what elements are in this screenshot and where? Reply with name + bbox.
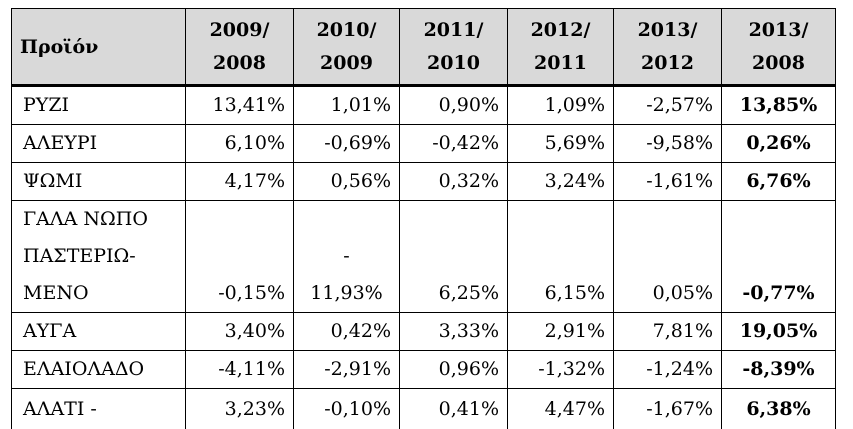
table-row: ΓΑΛΑ ΝΩΠΟ ΠΑΣΤΕΡΙΩ- ΜΕΝΟ -0,15% - 11,93%… (12, 201, 836, 313)
total-cell: 6,38% (722, 389, 836, 429)
header-period: 2012/2011 (508, 9, 614, 86)
value-cell: 3,23% (186, 389, 294, 429)
value-cell: -4,11% (186, 351, 294, 389)
header-period: 2009/2008 (186, 9, 294, 86)
value-cell: -1,67% (614, 389, 722, 429)
value-cell: 5,69% (508, 125, 614, 163)
value-cell: 0,41% (400, 389, 508, 429)
product-name: ΑΛΕΥΡΙ (12, 125, 186, 163)
value-cell: 4,47% (508, 389, 614, 429)
total-cell: 13,85% (722, 86, 836, 125)
table-row: ΨΩΜΙ 4,17% 0,56% 0,32% 3,24% -1,61% 6,76… (12, 163, 836, 201)
value-cell: -2,91% (294, 351, 400, 389)
table-row: ΑΥΓΑ 3,40% 0,42% 3,33% 2,91% 7,81% 19,05… (12, 313, 836, 351)
value-cell: -1,32% (508, 351, 614, 389)
value-cell: -0,10% (294, 389, 400, 429)
product-name: ΑΥΓΑ (12, 313, 186, 351)
total-cell: 19,05% (722, 313, 836, 351)
total-cell: 6,76% (722, 163, 836, 201)
table-row: ΑΛΕΥΡΙ 6,10% -0,69% -0,42% 5,69% -9,58% … (12, 125, 836, 163)
product-name: ΡΥΖΙ (12, 86, 186, 125)
value-cell: 0,42% (294, 313, 400, 351)
value-cell: 2,91% (508, 313, 614, 351)
header-product: Προϊόν (12, 9, 186, 86)
product-name: ΑΛΑΤΙ - (12, 389, 186, 429)
total-cell: -0,77% (722, 201, 836, 313)
value-cell: 0,56% (294, 163, 400, 201)
value-cell: 13,41% (186, 86, 294, 125)
header-period: 2013/2012 (614, 9, 722, 86)
value-cell: 3,40% (186, 313, 294, 351)
table-row: ΕΛΑΙΟΛΑΔΟ -4,11% -2,91% 0,96% -1,32% -1,… (12, 351, 836, 389)
value-cell: 6,10% (186, 125, 294, 163)
value-cell: 0,05% (614, 201, 722, 313)
value-cell: 6,25% (400, 201, 508, 313)
value-cell: -0,69% (294, 125, 400, 163)
value-cell: 3,33% (400, 313, 508, 351)
table-row: ΡΥΖΙ 13,41% 1,01% 0,90% 1,09% -2,57% 13,… (12, 86, 836, 125)
header-period: 2011/2010 (400, 9, 508, 86)
header-period: 2010/2009 (294, 9, 400, 86)
value-cell: 0,32% (400, 163, 508, 201)
value-cell: -2,57% (614, 86, 722, 125)
value-cell: 1,09% (508, 86, 614, 125)
value-cell: 0,96% (400, 351, 508, 389)
product-name: ΓΑΛΑ ΝΩΠΟ ΠΑΣΤΕΡΙΩ- ΜΕΝΟ (12, 201, 186, 313)
value-cell: 4,17% (186, 163, 294, 201)
value-cell: -1,61% (614, 163, 722, 201)
value-cell: - 11,93% (294, 201, 400, 313)
product-name: ΕΛΑΙΟΛΑΔΟ (12, 351, 186, 389)
header-period-total: 2013/2008 (722, 9, 836, 86)
value-cell: 0,90% (400, 86, 508, 125)
value-cell: -9,58% (614, 125, 722, 163)
price-change-table: Προϊόν 2009/2008 2010/2009 2011/2010 201… (11, 8, 836, 429)
value-cell: 7,81% (614, 313, 722, 351)
total-cell: -8,39% (722, 351, 836, 389)
total-cell: 0,26% (722, 125, 836, 163)
value-cell: 1,01% (294, 86, 400, 125)
value-cell: 3,24% (508, 163, 614, 201)
value-cell: -0,15% (186, 201, 294, 313)
value-cell: 6,15% (508, 201, 614, 313)
product-name: ΨΩΜΙ (12, 163, 186, 201)
table-row: ΑΛΑΤΙ - 3,23% -0,10% 0,41% 4,47% -1,67% … (12, 389, 836, 429)
value-cell: -0,42% (400, 125, 508, 163)
value-cell: -1,24% (614, 351, 722, 389)
header-row: Προϊόν 2009/2008 2010/2009 2011/2010 201… (12, 9, 836, 86)
